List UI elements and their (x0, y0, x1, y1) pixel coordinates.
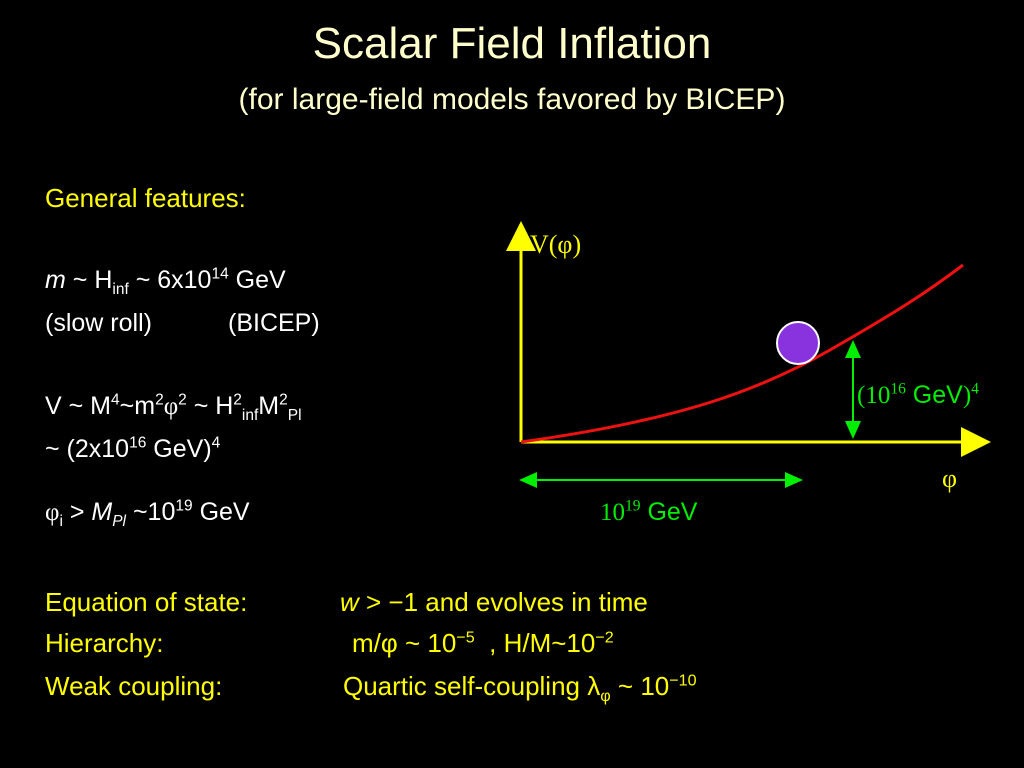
features-heading: General features: (45, 183, 246, 213)
text: ) (962, 382, 972, 409)
text: 4 (111, 391, 120, 409)
summary-label: Hierarchy: (45, 628, 164, 658)
title: Scalar Field Inflation (312, 19, 712, 68)
text: , H/M~10 (474, 628, 596, 658)
height-label: (1016 GeV)4 (857, 380, 979, 409)
text: (10 (857, 382, 891, 409)
text: Pl (112, 513, 127, 530)
summary-text: w > −1 and evolves in time (340, 589, 648, 615)
text: 14 (211, 265, 229, 283)
text: −5 (456, 628, 475, 647)
text: Quartic self-coupling λ (343, 671, 601, 701)
text: 2 (155, 391, 164, 409)
bicep: (BICEP) (228, 309, 320, 337)
summary-label: Equation of state: (45, 587, 248, 617)
text: ~ (2x10 (45, 435, 130, 463)
scale-line: ~ (2x1016 GeV)4 (45, 434, 221, 463)
text: 19 (175, 497, 193, 515)
text: 2 (279, 391, 288, 409)
text: GeV) (146, 435, 212, 463)
text: φ (600, 687, 611, 706)
text: m/φ ~ 10 (352, 628, 457, 658)
potential-line: V ~ M4~m2φ2 ~ H2infM2Pl (45, 391, 302, 423)
width-label: 1019 GeV (600, 497, 698, 526)
text: inf (112, 281, 129, 298)
text: m (45, 266, 66, 294)
summary-text: m/φ ~ 10−5 , H/M~10−2 (352, 628, 614, 658)
text: > (358, 587, 389, 617)
text: ~m (119, 392, 156, 420)
text: φ (163, 393, 179, 420)
text: 16 (129, 434, 147, 452)
text: 16 (890, 380, 906, 398)
text: 2 (178, 391, 187, 409)
text: ~10 (126, 498, 176, 526)
text: 10 (600, 499, 625, 526)
text: Pl (287, 407, 302, 424)
text: GeV (640, 498, 698, 526)
mass-line: m ~ Hinf ~ 6x1014 GeV (45, 265, 286, 297)
text: 2 (233, 391, 242, 409)
text: ~ 6x10 (128, 266, 212, 294)
field-line: φi > MPl ~1019 GeV (45, 497, 250, 529)
text: −10 (669, 671, 697, 690)
summary-text: Quartic self-coupling λφ ~ 10−10 (343, 671, 697, 704)
text: −2 (595, 628, 614, 647)
text: ~ H (186, 392, 234, 420)
slow-roll: (slow roll) (45, 309, 152, 337)
text: GeV (192, 498, 250, 526)
text: 4 (971, 380, 979, 398)
summary-label: Weak coupling: (45, 671, 223, 701)
text: −1 and evolves in time (388, 587, 648, 617)
subtitle: (for large-field models favored by BICEP… (238, 83, 786, 116)
text: ~ H (65, 266, 113, 294)
text: V ~ M (45, 392, 111, 420)
text: GeV (228, 266, 286, 294)
text: φ (45, 499, 60, 526)
text: ~ 10 (610, 671, 670, 701)
text: > (62, 498, 92, 526)
x-axis-label: φ (942, 464, 958, 493)
potential-curve (520, 263, 964, 444)
y-axis-label: V(φ) (530, 230, 582, 259)
text: w (340, 587, 359, 617)
text: 4 (211, 434, 221, 452)
field-ball (776, 321, 820, 365)
text: M (91, 498, 113, 526)
text: inf (241, 407, 259, 424)
text: 19 (625, 497, 641, 515)
text: GeV (905, 381, 963, 409)
text: M (258, 392, 280, 420)
text: i (59, 513, 63, 530)
